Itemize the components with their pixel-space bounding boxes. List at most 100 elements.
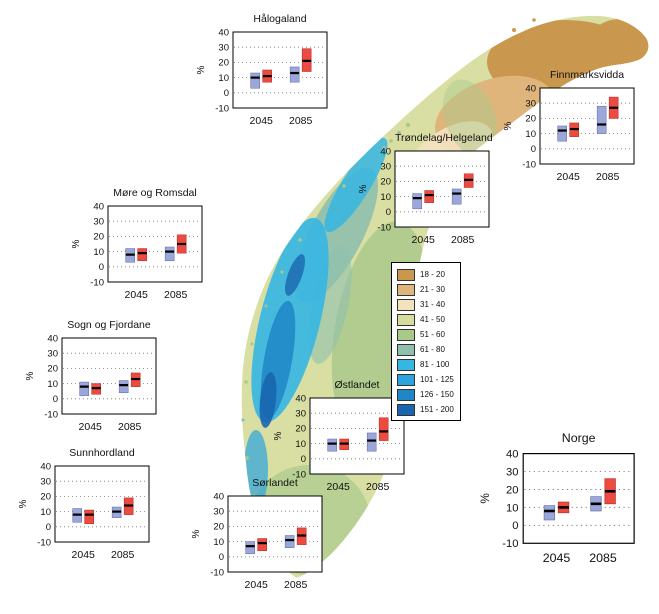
median-line — [412, 197, 422, 200]
plot-area — [539, 87, 635, 165]
series-red-box — [378, 417, 389, 441]
median-line — [452, 192, 462, 195]
y-tick-label: -10 — [522, 159, 536, 170]
median-line — [72, 513, 82, 516]
y-tick-label: -10 — [502, 538, 518, 550]
series-blue-box — [412, 193, 423, 210]
legend-swatch — [397, 358, 415, 371]
median-line — [285, 538, 295, 542]
y-tick-label: 10 — [47, 379, 58, 390]
series-blue-box — [327, 438, 338, 452]
legend-item: 61 - 80 — [397, 342, 454, 357]
median-line — [569, 127, 579, 131]
median-line — [558, 506, 569, 509]
x-tick-label: 2045 — [543, 551, 571, 564]
series-blue-box — [79, 381, 90, 397]
y-tick-label: 30 — [525, 99, 536, 110]
legend-label: 41 - 50 — [420, 315, 445, 324]
y-tick-label: 40 — [506, 448, 518, 460]
legend-swatch — [397, 403, 415, 416]
series-red-box — [84, 509, 94, 525]
x-tick-label: 2085 — [289, 115, 313, 126]
x-tick-label: 2085 — [118, 421, 142, 432]
median-line — [257, 542, 267, 545]
box-plot: 40 30 20 10 0 -10% 2045 2085 — [479, 448, 635, 565]
y-tick-label: -10 — [377, 222, 391, 233]
box-plot: 40 30 20 10 0 -10% 2045 2085 — [358, 146, 490, 245]
median-line — [604, 489, 616, 493]
series-blue-box — [245, 541, 256, 555]
x-tick-label: 2045 — [79, 421, 103, 432]
y-tick-label: 30 — [295, 409, 306, 420]
y-tick-label: 0 — [224, 88, 229, 99]
x-tick-label: 2085 — [589, 551, 617, 564]
median-line — [250, 76, 260, 79]
y-tick-label: 40 — [525, 83, 536, 94]
x-tick-label: 2085 — [164, 289, 188, 300]
x-tick-label: 2085 — [111, 549, 135, 560]
y-tick-label: 10 — [295, 439, 306, 450]
legend-swatch — [397, 298, 415, 311]
y-tick-label: 40 — [40, 461, 51, 472]
legend-item: 51 - 60 — [397, 327, 454, 342]
legend-item: 21 - 30 — [397, 282, 454, 297]
median-line — [131, 377, 141, 381]
y-tick-label: 40 — [380, 146, 391, 157]
legend-label: 31 - 40 — [420, 300, 445, 309]
median-line — [125, 253, 135, 256]
y-tick-label: 10 — [380, 192, 391, 203]
median-line — [327, 442, 337, 445]
box-plot: 40 30 20 10 0 -10% 2045 2085 — [503, 83, 635, 182]
chart-more-og-romsdal: Møre og Romsdal 40 30 20 10 0 -10% 2045 2085 — [68, 186, 218, 300]
median-line — [84, 513, 94, 516]
legend-item: 126 - 150 — [397, 387, 454, 402]
legend-swatch — [397, 313, 415, 326]
x-tick-label: 2085 — [366, 481, 390, 492]
x-tick-label: 2045 — [412, 234, 436, 245]
box-plot: 40 30 20 10 0 -10% 2045 2085 — [18, 461, 150, 560]
y-tick-label: -10 — [292, 469, 306, 480]
median-line — [544, 509, 555, 513]
y-tick-label: 20 — [380, 177, 391, 188]
x-tick-label: 2085 — [596, 171, 620, 182]
median-line — [119, 384, 129, 387]
y-axis-label: % — [191, 529, 202, 538]
y-tick-label: 30 — [93, 217, 104, 228]
chart-title: Trøndelag/Helgeland — [395, 132, 493, 144]
chart-title: Østlandet — [334, 379, 380, 391]
chart-title: Sogn og Fjordane — [67, 319, 151, 331]
y-tick-label: 0 — [46, 522, 51, 533]
plot-area — [522, 453, 635, 544]
chart-ostlandet: Østlandet 40 30 20 10 0 -10% 2045 2085 — [270, 378, 420, 492]
y-tick-label: 40 — [213, 491, 224, 502]
median-line — [124, 504, 134, 507]
y-axis-label: % — [71, 239, 82, 248]
median-line — [290, 71, 300, 75]
legend-item: 101 - 125 — [397, 372, 454, 387]
median-line — [79, 385, 89, 388]
chart-trondelag-helgeland: Trøndelag/Helgeland 40 30 20 10 0 -10% 2045 208… — [355, 131, 505, 245]
median-line — [464, 178, 474, 181]
median-line — [379, 430, 389, 433]
median-line — [557, 129, 567, 132]
y-tick-label: 10 — [93, 247, 104, 258]
y-tick-label: 10 — [525, 129, 536, 140]
median-line — [165, 250, 175, 253]
legend-item: 81 - 100 — [397, 357, 454, 372]
y-axis-label: % — [25, 371, 36, 380]
chart-title: Møre og Romsdal — [113, 187, 197, 199]
median-line — [91, 387, 101, 390]
box-plot: 40 30 20 10 0 -10% 2045 2085 — [71, 201, 203, 300]
median-line — [112, 510, 122, 513]
median-line — [424, 193, 434, 197]
x-tick-label: 2045 — [327, 481, 351, 492]
median-line — [297, 534, 307, 537]
chart-title: Sørlandet — [252, 477, 298, 489]
y-tick-label: -10 — [90, 277, 104, 288]
y-tick-label: 20 — [506, 484, 518, 496]
y-tick-label: 20 — [213, 522, 224, 533]
legend-item: 151 - 200 — [397, 402, 454, 417]
x-tick-label: 2045 — [250, 115, 274, 126]
median-line — [590, 502, 602, 506]
median-line — [177, 242, 187, 246]
